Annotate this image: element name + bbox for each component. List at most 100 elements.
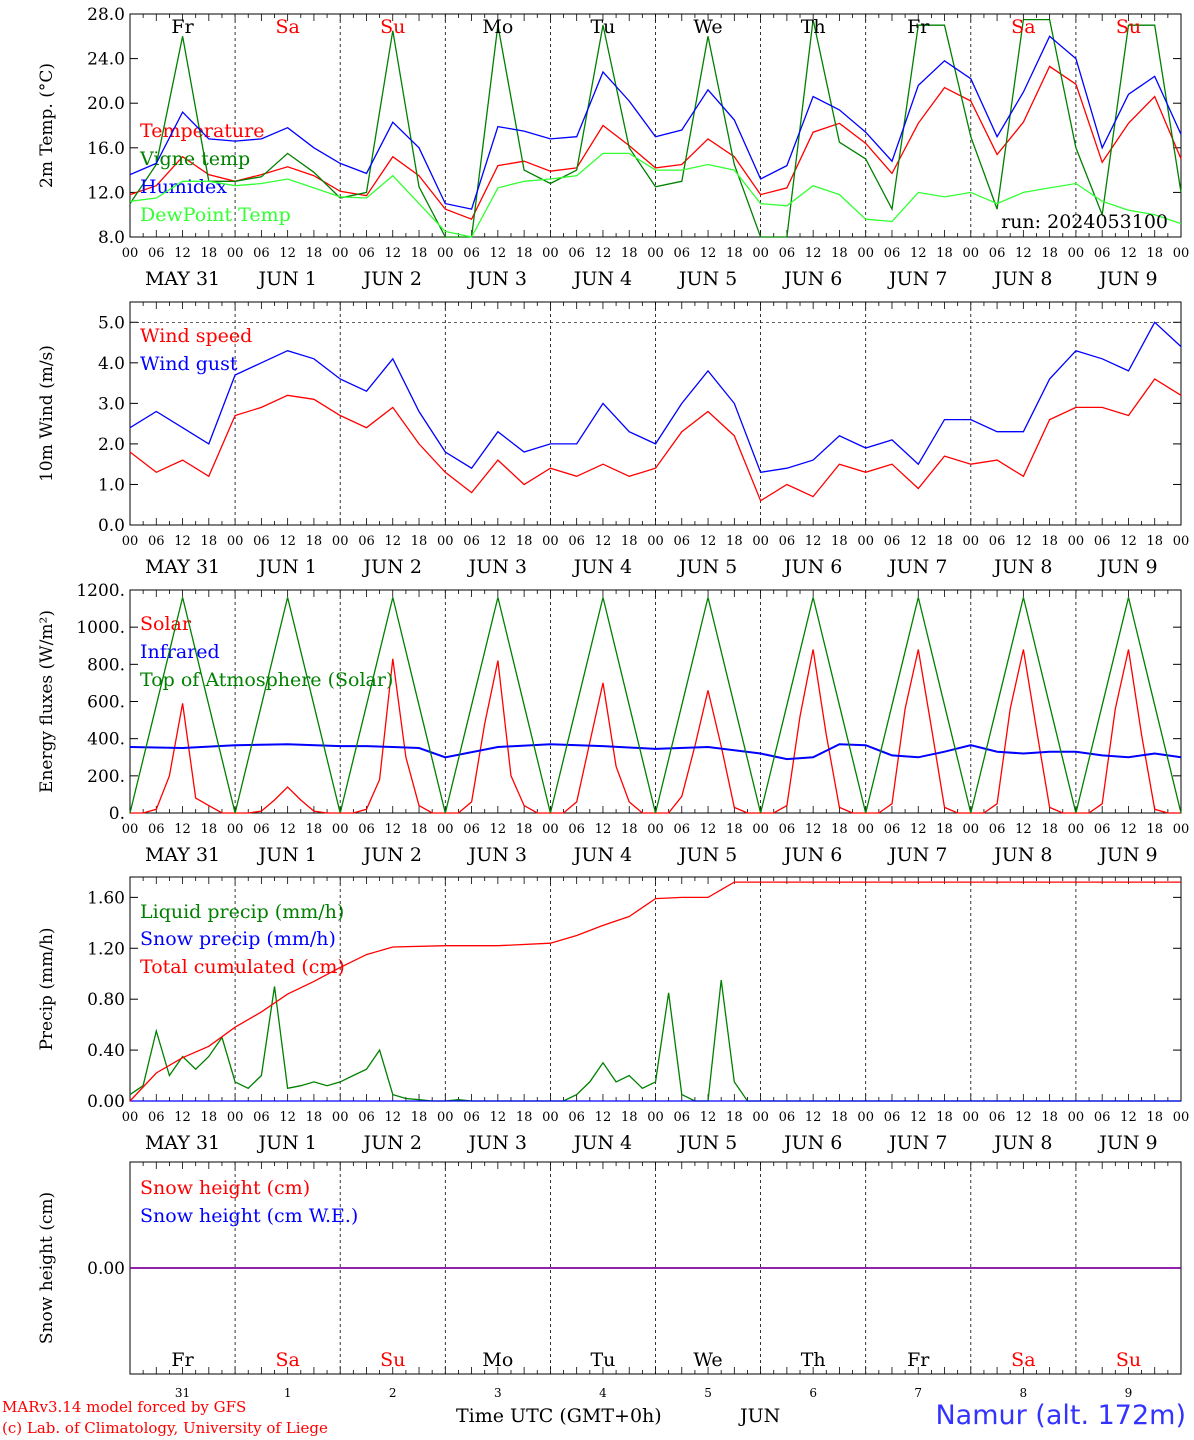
day-number: 3 xyxy=(494,1386,502,1400)
x-hour-label: 18 xyxy=(1146,246,1163,261)
y-tick-label: 24.0 xyxy=(87,50,125,70)
day-abbr: Fr xyxy=(171,16,194,38)
x-date-label: JUN 3 xyxy=(467,1132,527,1154)
x-hour-label: 12 xyxy=(490,822,507,837)
y-tick-label: 0.00 xyxy=(87,1259,125,1279)
x-hour-label: 06 xyxy=(568,822,585,837)
x-hour-label: 00 xyxy=(1068,822,1085,837)
day-abbr: Su xyxy=(1116,1349,1141,1371)
x-date-label: JUN 2 xyxy=(362,844,422,866)
x-date-label: JUN 4 xyxy=(572,268,632,290)
legend-snow-height-cm-: Snow height (cm) xyxy=(140,1177,310,1199)
day-abbr: Fr xyxy=(907,16,930,38)
x-hour-label: 06 xyxy=(148,246,165,261)
x-hour-label: 12 xyxy=(910,246,927,261)
series-line-dewpoint-temp xyxy=(129,152,1182,238)
x-hour-label: 06 xyxy=(884,246,901,261)
y-tick-label: 8.0 xyxy=(98,228,125,248)
x-hour-label: 18 xyxy=(1041,246,1058,261)
x-hour-label: 00 xyxy=(752,534,769,549)
x-hour-label: 18 xyxy=(831,1110,848,1125)
day-abbr: Sa xyxy=(1011,16,1035,38)
x-date-label: JUN 5 xyxy=(677,556,737,578)
x-hour-label: 18 xyxy=(516,822,533,837)
y-tick-label: 0.40 xyxy=(87,1041,125,1061)
x-hour-label: 12 xyxy=(805,1110,822,1125)
x-hour-label: 00 xyxy=(332,1110,349,1125)
x-hour-label: 18 xyxy=(726,1110,743,1125)
x-hour-label: 18 xyxy=(1146,534,1163,549)
x-hour-label: 12 xyxy=(174,822,191,837)
x-hour-label: 18 xyxy=(936,534,953,549)
x-hour-label: 12 xyxy=(279,1110,296,1125)
x-hour-label: 00 xyxy=(542,1110,559,1125)
x-hour-label: 06 xyxy=(884,1110,901,1125)
x-date-label: JUN 1 xyxy=(256,1132,316,1154)
x-hour-label: 06 xyxy=(463,534,480,549)
x-hour-label: 18 xyxy=(621,1110,638,1125)
station-name: Namur (alt. 172m) xyxy=(935,1400,1186,1431)
x-hour-label: 12 xyxy=(595,822,612,837)
x-date-label: JUN 1 xyxy=(256,844,316,866)
x-hour-label: 12 xyxy=(910,822,927,837)
x-hour-label: 06 xyxy=(1094,534,1111,549)
x-hour-label: 06 xyxy=(463,822,480,837)
lab-credit: (c) Lab. of Climatology, University of L… xyxy=(2,1419,328,1437)
model-credit: MARv3.14 model forced by GFS xyxy=(2,1398,247,1416)
x-hour-label: 00 xyxy=(857,1110,874,1125)
series-line-wind-gust xyxy=(129,321,1182,474)
x-hour-label: 18 xyxy=(936,1110,953,1125)
x-hour-label: 00 xyxy=(122,246,139,261)
x-hour-label: 18 xyxy=(726,534,743,549)
x-hour-label: 12 xyxy=(174,1110,191,1125)
y-tick-label: 1.20 xyxy=(87,939,125,959)
y-tick-label: 1.60 xyxy=(87,888,125,908)
x-hour-label: 06 xyxy=(1094,246,1111,261)
legend-wind-speed: Wind speed xyxy=(140,325,252,347)
x-hour-label: 12 xyxy=(384,534,401,549)
legend-wind-gust: Wind gust xyxy=(140,353,238,375)
x-hour-label: 00 xyxy=(963,1110,980,1125)
x-hour-label: 18 xyxy=(411,822,428,837)
x-date-label: JUN 6 xyxy=(782,844,842,866)
y-tick-label: 0.80 xyxy=(87,990,125,1010)
day-abbr: Mo xyxy=(482,1349,513,1371)
x-date-label: JUN 1 xyxy=(256,268,316,290)
x-hour-label: 12 xyxy=(910,534,927,549)
legend-liquid-precip-mm-h-: Liquid precip (mm/h) xyxy=(140,901,344,923)
legend-snow-height-cm-w-e-: Snow height (cm W.E.) xyxy=(140,1205,358,1227)
x-hour-label: 18 xyxy=(1041,1110,1058,1125)
x-hour-label: 12 xyxy=(174,246,191,261)
x-hour-label: 00 xyxy=(437,534,454,549)
y-tick-label: 400. xyxy=(87,730,125,750)
x-date-label: MAY 31 xyxy=(145,268,220,290)
day-number: 2 xyxy=(389,1386,397,1400)
x-date-label: MAY 31 xyxy=(145,1132,220,1154)
day-abbr: Sa xyxy=(275,16,299,38)
legend-infrared: Infrared xyxy=(140,641,220,663)
x-hour-label: 12 xyxy=(805,534,822,549)
y-tick-label: 4.0 xyxy=(98,354,125,374)
day-abbr: Fr xyxy=(907,1349,930,1371)
x-hour-label: 06 xyxy=(779,246,796,261)
x-hour-label: 06 xyxy=(253,246,270,261)
x-hour-label: 00 xyxy=(122,1110,139,1125)
x-hour-label: 06 xyxy=(989,1110,1006,1125)
x-hour-label: 18 xyxy=(621,534,638,549)
x-date-label: JUN 6 xyxy=(782,556,842,578)
series-line-vigne-temp xyxy=(129,18,1182,238)
x-hour-label: 18 xyxy=(411,534,428,549)
x-hour-label: 00 xyxy=(1068,246,1085,261)
x-hour-label: 06 xyxy=(674,534,691,549)
x-date-label: JUN 9 xyxy=(1097,844,1157,866)
x-hour-label: 18 xyxy=(411,1110,428,1125)
x-hour-label: 12 xyxy=(595,246,612,261)
x-hour-label: 18 xyxy=(516,1110,533,1125)
x-hour-label: 00 xyxy=(647,246,664,261)
x-date-label: MAY 31 xyxy=(145,844,220,866)
x-hour-label: 00 xyxy=(1068,1110,1085,1125)
meteogram: 8.012.016.020.024.028.02m Temp. (°C) Temp… xyxy=(37,5,1189,1400)
x-hour-label: 18 xyxy=(306,534,323,549)
y-tick-label: 200. xyxy=(87,767,125,787)
x-hour-label: 18 xyxy=(936,822,953,837)
